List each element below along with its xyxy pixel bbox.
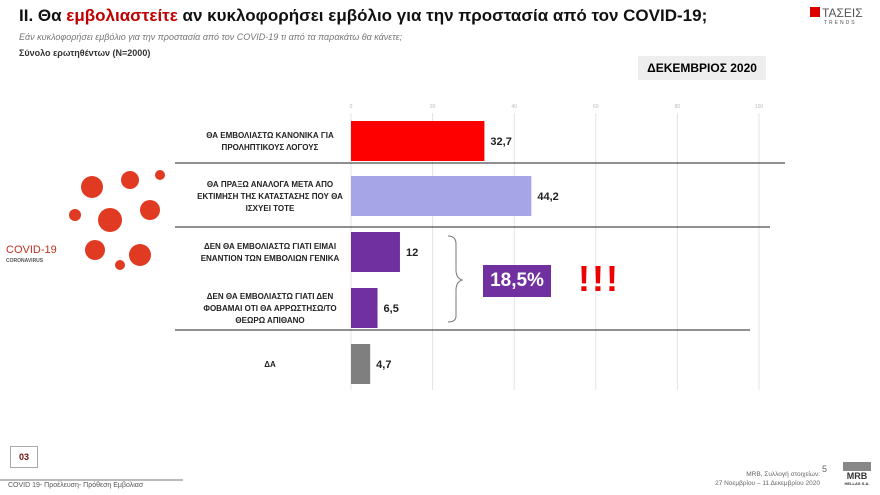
bar [351, 232, 400, 272]
slide-number: 5 [822, 464, 828, 474]
x-tick-label: 0 [350, 104, 353, 110]
date-badge: ΔΕΚΕΜΒΡΙΟΣ 2020 [638, 56, 766, 80]
x-tick-label: 60 [593, 104, 599, 110]
mrb-sub: HELLAS S.A. [844, 481, 870, 486]
title-prefix: II. Θα [19, 6, 67, 25]
category-label: ΘΑ ΕΜΒΟΛΙΑΣΤΩ ΚΑΝΟΝΙΚΑ ΓΙΑ [206, 131, 334, 140]
page-title: II. Θα εμβολιαστείτε αν κυκλοφορήσει εμβ… [19, 6, 707, 26]
bar [351, 176, 532, 216]
data-label: 44,2 [537, 191, 558, 203]
exclamation-marks: !!! [578, 258, 620, 299]
category-label: ΘΑ ΠΡΑΞΩ ΑΝΑΛΟΓΑ ΜΕΤΑ ΑΠΟ [207, 180, 333, 189]
taseis-logo: ΤΑΣΕΙΣ TRENDS [810, 6, 863, 26]
data-label: 12 [406, 247, 418, 259]
title-highlight: εμβολιαστείτε [66, 6, 178, 25]
category-label: ΔΕΝ ΘΑ ΕΜΒΟΛΙΑΣΤΩ ΓΙΑΤΙ ΔΕΝ [207, 292, 334, 301]
x-tick-label: 20 [430, 104, 436, 110]
x-tick-label: 100 [755, 104, 764, 110]
source-line-1: MRB, Συλλογή στοιχείων: [746, 471, 820, 478]
data-label: 32,7 [490, 136, 511, 148]
x-tick-label: 80 [675, 104, 681, 110]
title-rest: αν κυκλοφορήσει εμβόλιο για την προστασί… [177, 6, 708, 25]
footer-text: COVID 19- Προέλευση- Πρόθεση Εμβολιασ [8, 482, 144, 489]
mrb-logo: MRB HELLAS S.A. [843, 462, 871, 490]
category-label: ΕΚΤΙΜΗΣΗ ΤΗΣ ΚΑΤΑΣΤΑΣΗΣ ΠΟΥ ΘΑ [197, 192, 343, 201]
category-label: ΙΣΧΥΕΙ ΤΟΤΕ [246, 204, 295, 213]
group-bracket [447, 235, 464, 323]
combined-percentage-badge: 18,5% [483, 265, 551, 297]
data-label: 4,7 [376, 359, 391, 371]
logo-sub: TRENDS [824, 20, 857, 26]
bar [351, 344, 371, 384]
source-note: MRB, Συλλογή στοιχείων: 27 Νοεμβρίου – 11… [640, 470, 820, 488]
category-label: ΔΑ [264, 360, 276, 369]
category-label: ΔΕΝ ΘΑ ΕΜΒΟΛΙΑΣΤΩ ΓΙΑΤΙ ΕΙΜΑΙ [204, 242, 336, 251]
bar [351, 121, 485, 161]
sample-size: Σύνολο ερωτηθέντων (N=2000) [19, 48, 151, 58]
category-label: ΦΟΒΑΜΑΙ ΟΤΙ ΘΑ ΑΡΡΩΣΤΗΣΩ/ΤΟ [203, 304, 336, 313]
logo-text: ΤΑΣΕΙΣ [822, 6, 863, 20]
data-label: 6,5 [384, 303, 399, 315]
footer-divider [0, 479, 183, 481]
coronavirus-text: CORONAVIRUS [6, 258, 44, 264]
covid-text: COVID-19 [6, 244, 57, 256]
source-line-2: 27 Νοεμβρίου – 11 Δεκεμβρίου 2020 [715, 480, 820, 487]
category-label: ΘΕΩΡΩ ΑΠΙΘΑΝΟ [235, 316, 304, 325]
bar [351, 288, 378, 328]
x-tick-label: 40 [511, 104, 517, 110]
coronavirus-image: COVID-19 CORONAVIRUS [0, 165, 168, 275]
mrb-text: MRB [846, 471, 868, 481]
category-label: ΠΡΟΛΗΠΤΙΚΟΥΣ ΛΟΓΟΥΣ [222, 143, 319, 152]
subtitle: Εάν κυκλοφορήσει εμβόλιο για την προστασ… [19, 32, 403, 42]
category-label: ΕΝΑΝΤΙΟΝ ΤΩΝ ΕΜΒΟΛΙΩΝ ΓΕΝΙΚΑ [201, 254, 340, 263]
virus-icon: COVID-19 CORONAVIRUS [6, 170, 165, 270]
page-box: 03 [10, 446, 38, 468]
